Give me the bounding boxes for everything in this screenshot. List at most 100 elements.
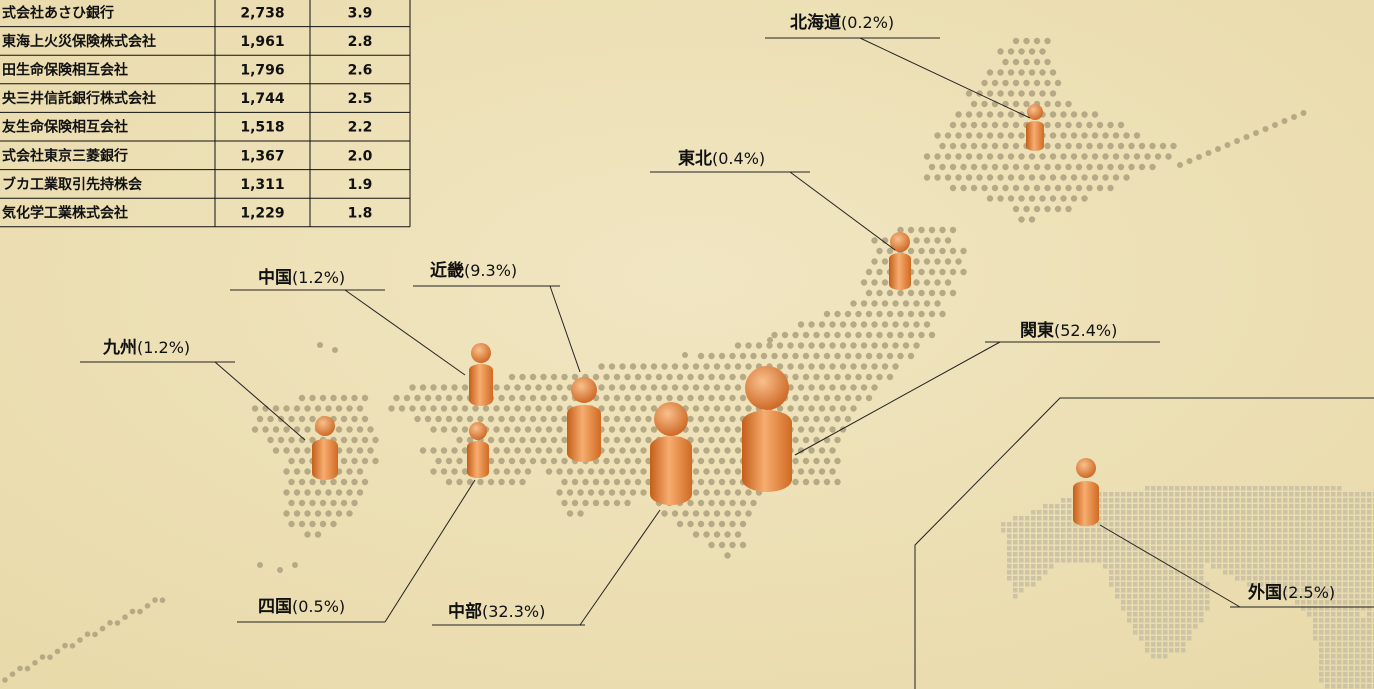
world-dot xyxy=(1133,552,1138,557)
world-dot xyxy=(1247,534,1252,539)
dot xyxy=(1012,79,1020,87)
dot xyxy=(939,310,946,318)
dot xyxy=(703,510,710,517)
dot xyxy=(955,153,962,160)
world-dot xyxy=(1361,582,1366,587)
world-dot xyxy=(1241,558,1246,563)
dot xyxy=(829,363,836,370)
world-dot xyxy=(1031,570,1036,575)
world-dot xyxy=(1193,618,1198,623)
world-dot xyxy=(1295,576,1300,581)
world-dot xyxy=(1331,510,1336,515)
world-dot xyxy=(1151,642,1156,647)
dot xyxy=(346,510,353,517)
world-dot xyxy=(1211,546,1216,551)
dot xyxy=(624,415,631,423)
world-dot xyxy=(1349,576,1354,581)
dot xyxy=(608,405,616,412)
dot xyxy=(1049,111,1057,118)
dot xyxy=(876,289,883,297)
dot xyxy=(802,415,810,423)
dot xyxy=(745,342,752,349)
dot xyxy=(871,384,878,391)
world-dot xyxy=(1115,492,1120,497)
dot xyxy=(750,352,757,360)
world-dot xyxy=(1199,558,1204,563)
world-dot xyxy=(1163,588,1168,593)
dot xyxy=(981,163,988,171)
world-dot xyxy=(1097,522,1102,527)
world-dot xyxy=(1133,546,1138,551)
dot xyxy=(624,394,631,402)
dot xyxy=(1096,121,1104,129)
world-dot xyxy=(1349,600,1354,605)
world-dot xyxy=(1103,546,1108,551)
dot xyxy=(687,520,694,528)
dot xyxy=(77,637,83,643)
world-dot xyxy=(1337,624,1342,629)
world-dot xyxy=(1193,540,1198,545)
dot xyxy=(713,447,721,454)
world-dot xyxy=(1319,672,1324,677)
dot xyxy=(792,331,799,339)
dot xyxy=(99,625,106,632)
dot xyxy=(1096,142,1104,150)
world-dot xyxy=(1349,540,1354,545)
world-dot xyxy=(1067,504,1072,509)
world-dot xyxy=(1085,546,1090,551)
dot xyxy=(981,100,988,108)
world-dot xyxy=(1367,648,1372,653)
world-dot xyxy=(1355,648,1360,653)
dot xyxy=(729,373,736,381)
world-dot xyxy=(1043,510,1048,515)
world-dot xyxy=(1157,612,1162,617)
world-dot xyxy=(1049,552,1054,557)
world-dot xyxy=(1259,522,1264,527)
world-dot xyxy=(1355,558,1360,563)
world-dot xyxy=(1325,606,1330,611)
world-dot xyxy=(1181,510,1186,515)
world-dot xyxy=(1241,516,1246,521)
dot xyxy=(955,111,962,118)
world-dot xyxy=(1349,618,1354,623)
world-dot xyxy=(1145,576,1150,581)
world-dot xyxy=(1319,534,1324,539)
dot xyxy=(1044,37,1051,45)
table-cell: 田生命保険相互会社 xyxy=(2,62,128,79)
table-cell: 1,311 xyxy=(240,177,284,193)
dot xyxy=(603,415,610,423)
dot xyxy=(1054,163,1062,171)
figures xyxy=(312,104,1099,526)
world-dot xyxy=(1247,486,1252,491)
world-dot xyxy=(1223,540,1228,545)
world-dot xyxy=(1337,678,1342,683)
world-dot xyxy=(1169,636,1174,641)
world-dot xyxy=(1169,570,1174,575)
world-dot xyxy=(1229,546,1234,551)
world-dot xyxy=(1337,648,1342,653)
figure-head xyxy=(654,402,688,436)
world-dot xyxy=(1013,594,1018,599)
dot xyxy=(519,415,526,423)
figure-head xyxy=(1076,458,1096,478)
world-dot xyxy=(1163,624,1168,629)
world-dot xyxy=(1319,606,1324,611)
dot xyxy=(1007,153,1015,160)
world-dot xyxy=(1127,606,1132,611)
world-dot xyxy=(1343,588,1348,593)
dot xyxy=(676,373,684,381)
dot xyxy=(435,415,442,423)
world-dot xyxy=(1289,570,1294,575)
world-dot xyxy=(1265,576,1270,581)
dot xyxy=(970,163,978,171)
world-dot xyxy=(1205,528,1210,533)
world-dot xyxy=(1211,552,1216,557)
dot xyxy=(818,447,826,454)
world-dot xyxy=(1169,552,1174,557)
region-label: 関東(52.4%) xyxy=(1020,320,1117,341)
world-dot xyxy=(1007,534,1012,539)
region-share: (1.2%) xyxy=(137,338,190,357)
dot xyxy=(1253,130,1259,136)
world-dot xyxy=(1091,534,1096,539)
world-dot xyxy=(1223,528,1228,533)
